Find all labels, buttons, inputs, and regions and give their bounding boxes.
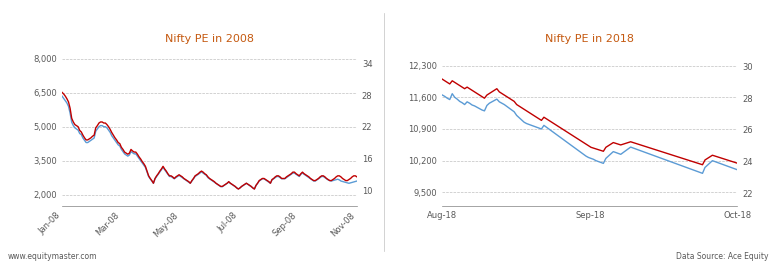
Title: Nifty PE in 2018: Nifty PE in 2018: [546, 34, 634, 44]
Title: Nifty PE in 2008: Nifty PE in 2008: [165, 34, 254, 44]
Text: www.equitymaster.com: www.equitymaster.com: [8, 252, 97, 261]
Text: Data Source: Ace Equity: Data Source: Ace Equity: [676, 252, 768, 261]
